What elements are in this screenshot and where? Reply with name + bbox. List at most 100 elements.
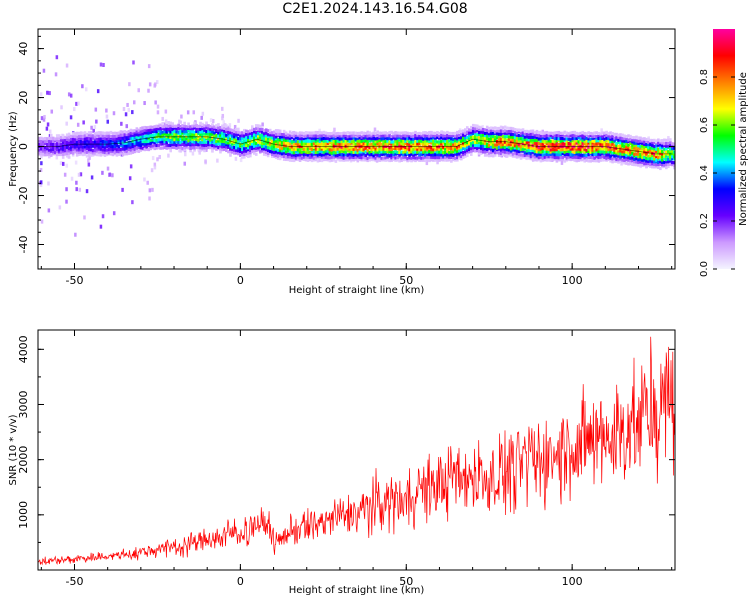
spectrogram-cell (300, 137, 304, 141)
spectrogram-cell (276, 132, 280, 136)
spectrogram-cell (655, 155, 658, 159)
x-axis-label-2: Height of straight line (km) (289, 585, 425, 596)
spectrogram-cell (517, 147, 521, 151)
spectrogram-cell (229, 128, 232, 132)
spectrogram-cell (515, 144, 519, 148)
spectrogram-cell (65, 199, 68, 204)
spectrogram-cell (539, 139, 543, 143)
spectrogram-cell (549, 139, 553, 143)
colorbar-tick-label: 0.2 (699, 213, 710, 229)
spectrogram-cell (535, 146, 539, 150)
spectrogram-cell (645, 153, 648, 157)
spectrogram-cell (493, 151, 497, 155)
spectrogram-cell (529, 140, 533, 144)
spectrogram-cell (523, 155, 527, 159)
spectrogram-cell (394, 137, 397, 141)
spectrogram-cell (334, 153, 338, 157)
spectrogram-cell (575, 152, 579, 156)
spectrogram-cell (416, 134, 419, 138)
spectrogram-cell (647, 161, 650, 166)
spectrogram-cell (322, 155, 326, 159)
spectrogram-cell (195, 123, 198, 128)
spectrogram-cell (179, 145, 182, 150)
spectrogram-cell (39, 139, 43, 144)
spectrogram-cell (175, 126, 178, 131)
spectrogram-cell (593, 152, 596, 156)
spectrogram-cell (129, 136, 133, 140)
spectrogram-cell (183, 146, 186, 150)
spectrogram-cell (643, 140, 646, 144)
spectrogram-cell (328, 141, 332, 145)
spectrogram-cell (398, 153, 401, 157)
spectrogram-cell (485, 131, 489, 135)
spectrogram-cell (183, 130, 186, 134)
spectrogram-cell (350, 150, 354, 154)
spectrogram-cell (135, 146, 139, 150)
spectrogram-cell (487, 139, 491, 143)
spectrogram-cell (553, 134, 557, 138)
spectrogram-cell (535, 153, 539, 157)
spectrogram-cell (125, 149, 129, 154)
spectrogram-cell (71, 140, 75, 144)
spectrogram-cell (137, 149, 141, 153)
spectrogram-cell (97, 131, 101, 135)
spectrogram-cell (312, 131, 316, 135)
spectrogram-cell (444, 155, 447, 160)
spectrogram-cell (525, 153, 529, 157)
spectrogram-cell (515, 133, 519, 137)
spectrogram-cell (350, 131, 354, 135)
spectrogram-cell (384, 136, 387, 140)
spectrogram-cell (129, 148, 133, 152)
spectrogram-cell (73, 135, 77, 139)
spectrogram-cell (380, 148, 383, 152)
spectrogram-cell (376, 158, 380, 162)
spectrogram-cell (63, 135, 67, 140)
spectrogram-cell (535, 149, 539, 154)
spectrogram-cell (533, 133, 537, 137)
spectrogram-cell (384, 139, 387, 144)
spectrogram-cell (306, 150, 310, 155)
spectrogram-cell (306, 139, 310, 143)
spectrogram-cell (422, 150, 425, 154)
spectrogram-cell (426, 152, 429, 156)
spectrogram-cell (189, 149, 192, 153)
spectrogram-cell (45, 137, 49, 141)
spectrogram-cell (426, 155, 429, 159)
spectrogram-cell (276, 148, 280, 152)
spectrogram-cell (529, 155, 533, 159)
spectrogram-cell (340, 139, 344, 144)
spectrogram-cell (487, 126, 491, 131)
spectrogram-cell (547, 131, 551, 135)
spectrogram-cell (137, 88, 140, 93)
spectrogram-cell (59, 147, 63, 151)
spectrogram-cell (67, 138, 71, 142)
spectrogram-cell (467, 139, 471, 143)
spectrogram-cell (326, 136, 330, 140)
spectrogram-cell (653, 162, 656, 167)
spectrogram-cell (585, 132, 589, 136)
spectrogram-cell (239, 149, 242, 154)
spectrogram-cell (454, 134, 457, 138)
spectrogram-cell (85, 136, 89, 141)
spectrogram-cell (107, 144, 111, 148)
spectrogram-cell (173, 132, 176, 136)
spectrogram-cell (493, 126, 497, 130)
spectrogram-cell (539, 142, 543, 146)
spectrogram-cell (324, 155, 328, 159)
spectrogram-cell (207, 132, 210, 136)
spectrogram-cell (529, 156, 533, 161)
spectrogram-cell (292, 131, 296, 135)
spectrogram-cell (414, 158, 417, 163)
spectrogram-cell (537, 131, 541, 135)
spectrogram-cell (483, 144, 487, 149)
spectrogram-cell (599, 152, 602, 157)
spectrogram-cell (316, 141, 320, 145)
spectrogram-cell (605, 153, 608, 157)
spectrogram-cell (609, 150, 612, 154)
spectrogram-cell (125, 130, 129, 135)
spectrogram-cell (266, 142, 270, 146)
spectrogram-cell (264, 128, 268, 132)
spectrogram-cell (59, 150, 63, 154)
spectrogram-cell (659, 157, 662, 161)
spectrogram-cell (48, 91, 51, 96)
